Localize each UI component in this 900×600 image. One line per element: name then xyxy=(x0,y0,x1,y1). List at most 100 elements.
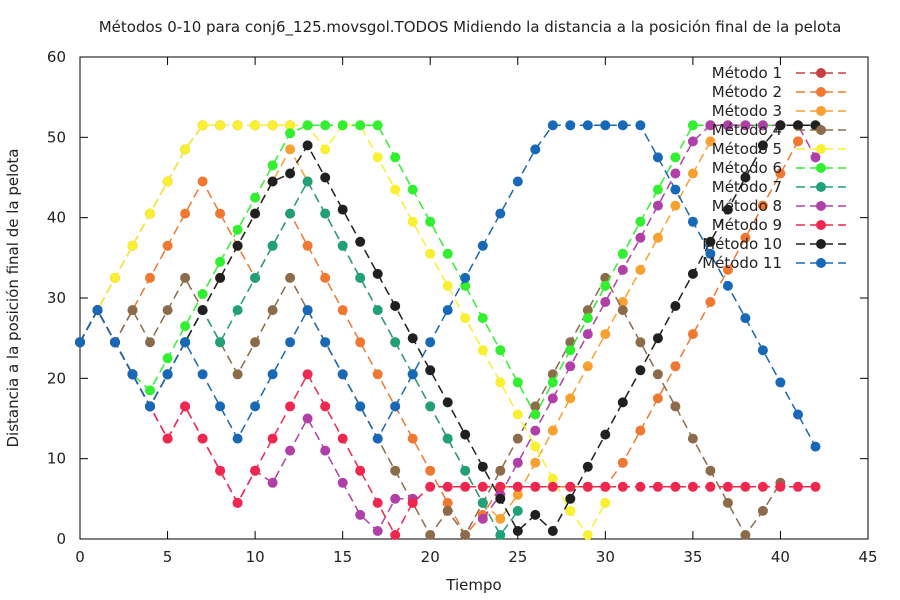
data-point xyxy=(547,393,558,404)
data-point xyxy=(267,305,278,316)
legend-label: Método 6 xyxy=(712,159,782,177)
data-point xyxy=(145,385,155,396)
data-point xyxy=(477,345,488,356)
data-point xyxy=(267,120,278,131)
data-point xyxy=(302,369,313,380)
data-point xyxy=(600,497,611,508)
data-point xyxy=(775,120,786,131)
data-point xyxy=(285,445,296,456)
legend-item: Método 2 xyxy=(712,83,846,101)
data-point xyxy=(162,305,173,316)
data-point xyxy=(460,429,471,440)
legend-swatch-marker xyxy=(816,144,826,154)
data-point xyxy=(775,481,786,492)
data-point xyxy=(670,361,681,372)
legend-item: Método 7 xyxy=(712,178,846,196)
data-point xyxy=(495,513,506,524)
data-point xyxy=(250,272,261,283)
data-point xyxy=(635,264,646,275)
data-point xyxy=(320,445,331,456)
data-point xyxy=(442,505,453,516)
data-point xyxy=(127,305,138,316)
series-11 xyxy=(75,120,821,452)
data-point xyxy=(582,461,593,472)
data-point xyxy=(722,481,733,492)
data-point xyxy=(652,333,663,344)
data-point xyxy=(582,481,593,492)
x-tick-label: 0 xyxy=(75,548,85,566)
data-point xyxy=(687,268,698,279)
data-point xyxy=(320,144,331,155)
data-point xyxy=(390,530,401,540)
data-point xyxy=(390,401,401,412)
data-point xyxy=(372,497,383,508)
data-point xyxy=(600,280,611,291)
data-point xyxy=(372,526,383,536)
data-point xyxy=(565,120,576,131)
data-point xyxy=(740,481,751,492)
data-point xyxy=(652,369,663,380)
data-point xyxy=(477,497,488,508)
data-point xyxy=(302,413,313,424)
data-point xyxy=(267,240,278,251)
data-point xyxy=(775,168,786,179)
data-point xyxy=(652,393,663,404)
data-point xyxy=(810,481,821,492)
data-point xyxy=(285,144,296,155)
y-tick-label: 30 xyxy=(47,289,66,307)
data-point xyxy=(670,168,681,179)
data-point xyxy=(302,120,313,131)
data-point xyxy=(687,120,698,131)
data-point xyxy=(180,208,191,219)
data-point xyxy=(757,140,768,151)
data-point xyxy=(425,481,436,492)
data-point xyxy=(180,337,191,348)
data-point xyxy=(565,345,576,356)
data-point xyxy=(145,401,155,412)
data-point xyxy=(180,272,191,283)
data-point xyxy=(495,208,506,219)
legend-swatch-marker xyxy=(816,220,826,230)
data-point xyxy=(250,465,261,476)
x-tick-label: 40 xyxy=(771,548,790,566)
data-point xyxy=(757,200,768,211)
legend-swatch-marker xyxy=(816,201,826,211)
series-5 xyxy=(75,120,611,540)
data-point xyxy=(180,401,191,412)
data-point xyxy=(705,236,716,247)
data-point xyxy=(215,120,226,131)
data-point xyxy=(250,337,261,348)
data-point xyxy=(477,513,488,524)
data-point xyxy=(425,465,436,476)
x-tick-label: 35 xyxy=(683,548,702,566)
data-point xyxy=(355,120,366,131)
data-point xyxy=(337,477,348,488)
data-point xyxy=(617,457,628,468)
y-axis-title: Distancia a la posición final de la pelo… xyxy=(4,148,22,447)
data-point xyxy=(495,493,506,504)
data-point xyxy=(635,232,646,243)
legend-label: Método 3 xyxy=(712,102,782,120)
data-point xyxy=(512,526,523,536)
legend-swatch-marker xyxy=(816,239,826,249)
data-point xyxy=(127,240,138,251)
data-point xyxy=(337,433,348,444)
y-axis: 0 10 20 30 40 50 60 xyxy=(47,48,868,548)
series-line xyxy=(79,124,291,343)
data-point xyxy=(92,305,103,316)
data-point xyxy=(687,433,698,444)
data-point xyxy=(793,409,803,420)
data-point xyxy=(442,481,453,492)
data-point xyxy=(180,144,191,155)
series-line xyxy=(79,141,799,537)
data-point xyxy=(547,481,558,492)
data-point xyxy=(617,120,628,131)
legend-swatch-marker xyxy=(816,182,826,192)
data-point xyxy=(740,120,751,131)
data-point xyxy=(635,337,646,348)
series-7 xyxy=(75,176,523,540)
data-point xyxy=(337,305,348,316)
data-point xyxy=(460,313,471,324)
data-point xyxy=(687,329,698,340)
